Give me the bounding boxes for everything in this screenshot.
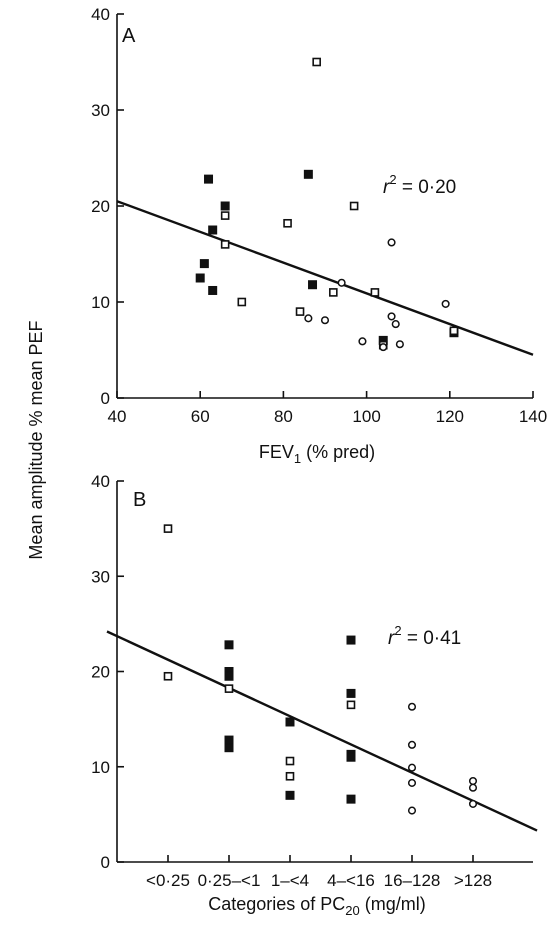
x-tick-label: 40 <box>108 407 127 426</box>
x-tick-label: 4–<16 <box>327 871 375 890</box>
data-point-open-square <box>237 297 247 307</box>
data-point-open-square <box>220 211 230 220</box>
x-tick-label: <0·25 <box>146 871 190 890</box>
x-tick-label: >128 <box>454 871 492 890</box>
y-tick-label: 40 <box>91 472 110 491</box>
data-point-open-circle <box>387 238 396 247</box>
r-squared-annotation: r2 = 0·20 <box>383 172 456 198</box>
data-point-filled-square <box>346 635 356 645</box>
data-point-open-circle <box>407 778 417 787</box>
x-tick-label: 140 <box>519 407 547 426</box>
x-axis-title-rest: (mg/ml) <box>360 894 426 914</box>
data-point-filled-square <box>220 201 230 211</box>
r-superscript: 2 <box>394 623 401 638</box>
data-point-open-circle <box>407 763 417 772</box>
x-axis-title-rest: (% pred) <box>301 442 375 462</box>
data-point-open-square <box>163 524 173 533</box>
data-point-filled-square <box>285 717 295 727</box>
x-axis-title-sub: 1 <box>294 451 301 466</box>
shared-y-axis-label: Mean amplitude % mean PEF <box>26 320 46 559</box>
x-tick-label: 100 <box>352 407 380 426</box>
x-axis-title: Categories of PC20 (mg/ml) <box>208 894 426 918</box>
data-point-open-circle <box>407 740 417 749</box>
data-point-open-circle <box>358 337 367 346</box>
data-point-filled-square <box>303 169 313 179</box>
data-point-filled-square <box>224 735 234 745</box>
data-point-open-square <box>449 326 459 336</box>
data-point-open-circle <box>379 343 388 352</box>
data-point-open-circle <box>407 806 417 815</box>
y-tick-label: 0 <box>101 389 110 408</box>
panel-label: B <box>133 489 146 511</box>
data-point-filled-square <box>195 273 205 283</box>
data-point-filled-square <box>224 671 234 681</box>
data-point-filled-square <box>346 752 356 762</box>
data-point-open-circle <box>337 278 346 287</box>
y-tick-label: 40 <box>91 5 110 24</box>
data-point-open-square <box>285 771 295 781</box>
y-tick-label: 10 <box>91 758 110 777</box>
regression-line <box>116 200 534 356</box>
data-point-open-circle <box>391 320 400 329</box>
data-point-filled-square <box>285 790 295 800</box>
x-axis-title-sub: 20 <box>345 903 359 918</box>
data-point-filled-square <box>208 225 218 235</box>
r-value: = 0·20 <box>397 177 457 198</box>
data-point-open-square <box>285 756 295 766</box>
data-point-open-circle <box>407 702 417 711</box>
data-point-open-square <box>349 201 359 211</box>
data-point-open-square <box>224 684 234 693</box>
panel-label: A <box>122 25 136 47</box>
data-point-open-square <box>220 240 230 249</box>
data-point-filled-square <box>308 280 318 290</box>
y-tick-label: 30 <box>91 101 110 120</box>
data-point-open-square <box>312 57 321 67</box>
x-tick-label: 80 <box>274 407 293 426</box>
r-value: = 0·41 <box>402 628 462 649</box>
data-point-filled-square <box>346 794 356 804</box>
data-point-open-circle <box>304 314 313 323</box>
data-point-open-circle <box>468 783 478 792</box>
data-point-open-square <box>346 700 356 710</box>
data-point-open-circle <box>441 299 450 308</box>
r-symbol: r <box>383 177 390 198</box>
r-squared-annotation: r2 = 0·41 <box>388 623 461 649</box>
data-point-open-square <box>163 671 173 681</box>
x-tick-label: 16–128 <box>384 871 441 890</box>
y-tick-label: 20 <box>91 663 110 682</box>
data-point-open-square <box>370 288 380 297</box>
panel-b: 0 10 20 30 40 <0·25 0·25–<1 1–<4 4–<16 16–128 >128… <box>91 472 538 918</box>
data-point-filled-square <box>224 743 234 753</box>
data-point-filled-square <box>208 285 218 295</box>
data-point-filled-square <box>204 174 214 184</box>
r-superscript: 2 <box>389 172 396 187</box>
x-axis-title: FEV1 (% pred) <box>259 442 375 466</box>
data-point-open-circle <box>320 316 330 325</box>
y-tick-label: 0 <box>101 853 110 872</box>
data-point-open-circle <box>468 776 478 786</box>
data-point-open-square <box>295 307 305 316</box>
y-tick-label: 10 <box>91 293 110 312</box>
data-point-open-square <box>329 288 338 297</box>
r-symbol: r <box>388 628 395 649</box>
data-point-filled-square <box>199 259 209 269</box>
data-point-open-circle <box>387 312 396 321</box>
regression-line <box>106 630 538 832</box>
y-tick-label: 30 <box>91 567 110 586</box>
x-tick-label: 60 <box>191 407 210 426</box>
data-point-open-square <box>283 218 292 228</box>
x-tick-label: 0·25–<1 <box>198 871 261 890</box>
x-axis-title-main: FEV <box>259 442 294 462</box>
x-axis-title-main: Categories of PC <box>208 894 345 914</box>
data-point-open-circle <box>395 340 404 349</box>
x-tick-label: 120 <box>436 407 464 426</box>
panel-a: 0 10 20 30 40 40 60 80 100 120 140 Ar2 = 0·20 FEV1 (… <box>91 5 547 466</box>
data-point-filled-square <box>224 640 234 650</box>
x-tick-label: 1–<4 <box>271 871 309 890</box>
data-point-open-circle <box>468 799 478 808</box>
data-point-filled-square <box>346 688 356 698</box>
y-tick-label: 20 <box>91 197 110 216</box>
